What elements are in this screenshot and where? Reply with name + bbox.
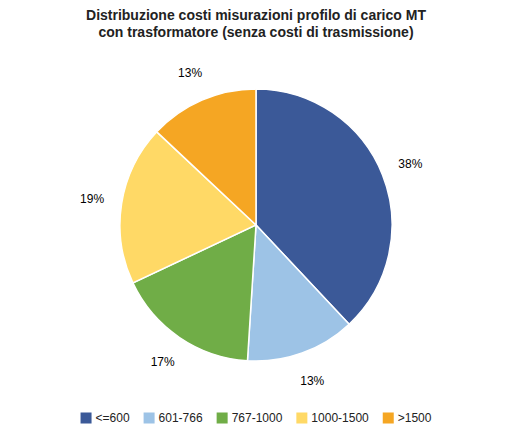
title-line: Distribuzione costi misurazioni profilo …: [86, 7, 426, 23]
data-label: 19%: [80, 192, 104, 206]
legend-item: 767-1000: [217, 411, 283, 425]
legend-swatch: [296, 413, 307, 424]
legend-label: >1500: [398, 411, 432, 425]
legend-item: 601-766: [144, 411, 203, 425]
legend-label: 767-1000: [232, 411, 283, 425]
data-label: 38%: [398, 157, 422, 171]
legend-swatch: [383, 413, 394, 424]
legend-label: 601-766: [159, 411, 203, 425]
legend: <=600 601-766 767-1000 1000-1500 >1500: [81, 411, 432, 425]
legend-label: 1000-1500: [311, 411, 369, 425]
legend-swatch: [81, 413, 92, 424]
data-labels: 38% 13% 17% 19% 13%: [80, 66, 423, 389]
pie: [120, 89, 392, 361]
title-line: con trasformatore (senza costi di trasmi…: [98, 24, 413, 40]
pie-slice: [247, 225, 349, 361]
legend-label: <=600: [96, 411, 130, 425]
pie-slice: [157, 89, 256, 225]
legend-item: >1500: [383, 411, 432, 425]
chart: Distribuzione costi misurazioni profilo …: [0, 0, 512, 437]
legend-swatch: [144, 413, 155, 424]
data-label: 13%: [178, 66, 202, 80]
legend-item: 1000-1500: [296, 411, 369, 425]
legend-item: <=600: [81, 411, 130, 425]
chart-title: Distribuzione costi misurazioni profilo …: [86, 7, 426, 40]
legend-swatch: [217, 413, 228, 424]
data-label: 17%: [151, 355, 175, 369]
data-label: 13%: [300, 374, 324, 388]
